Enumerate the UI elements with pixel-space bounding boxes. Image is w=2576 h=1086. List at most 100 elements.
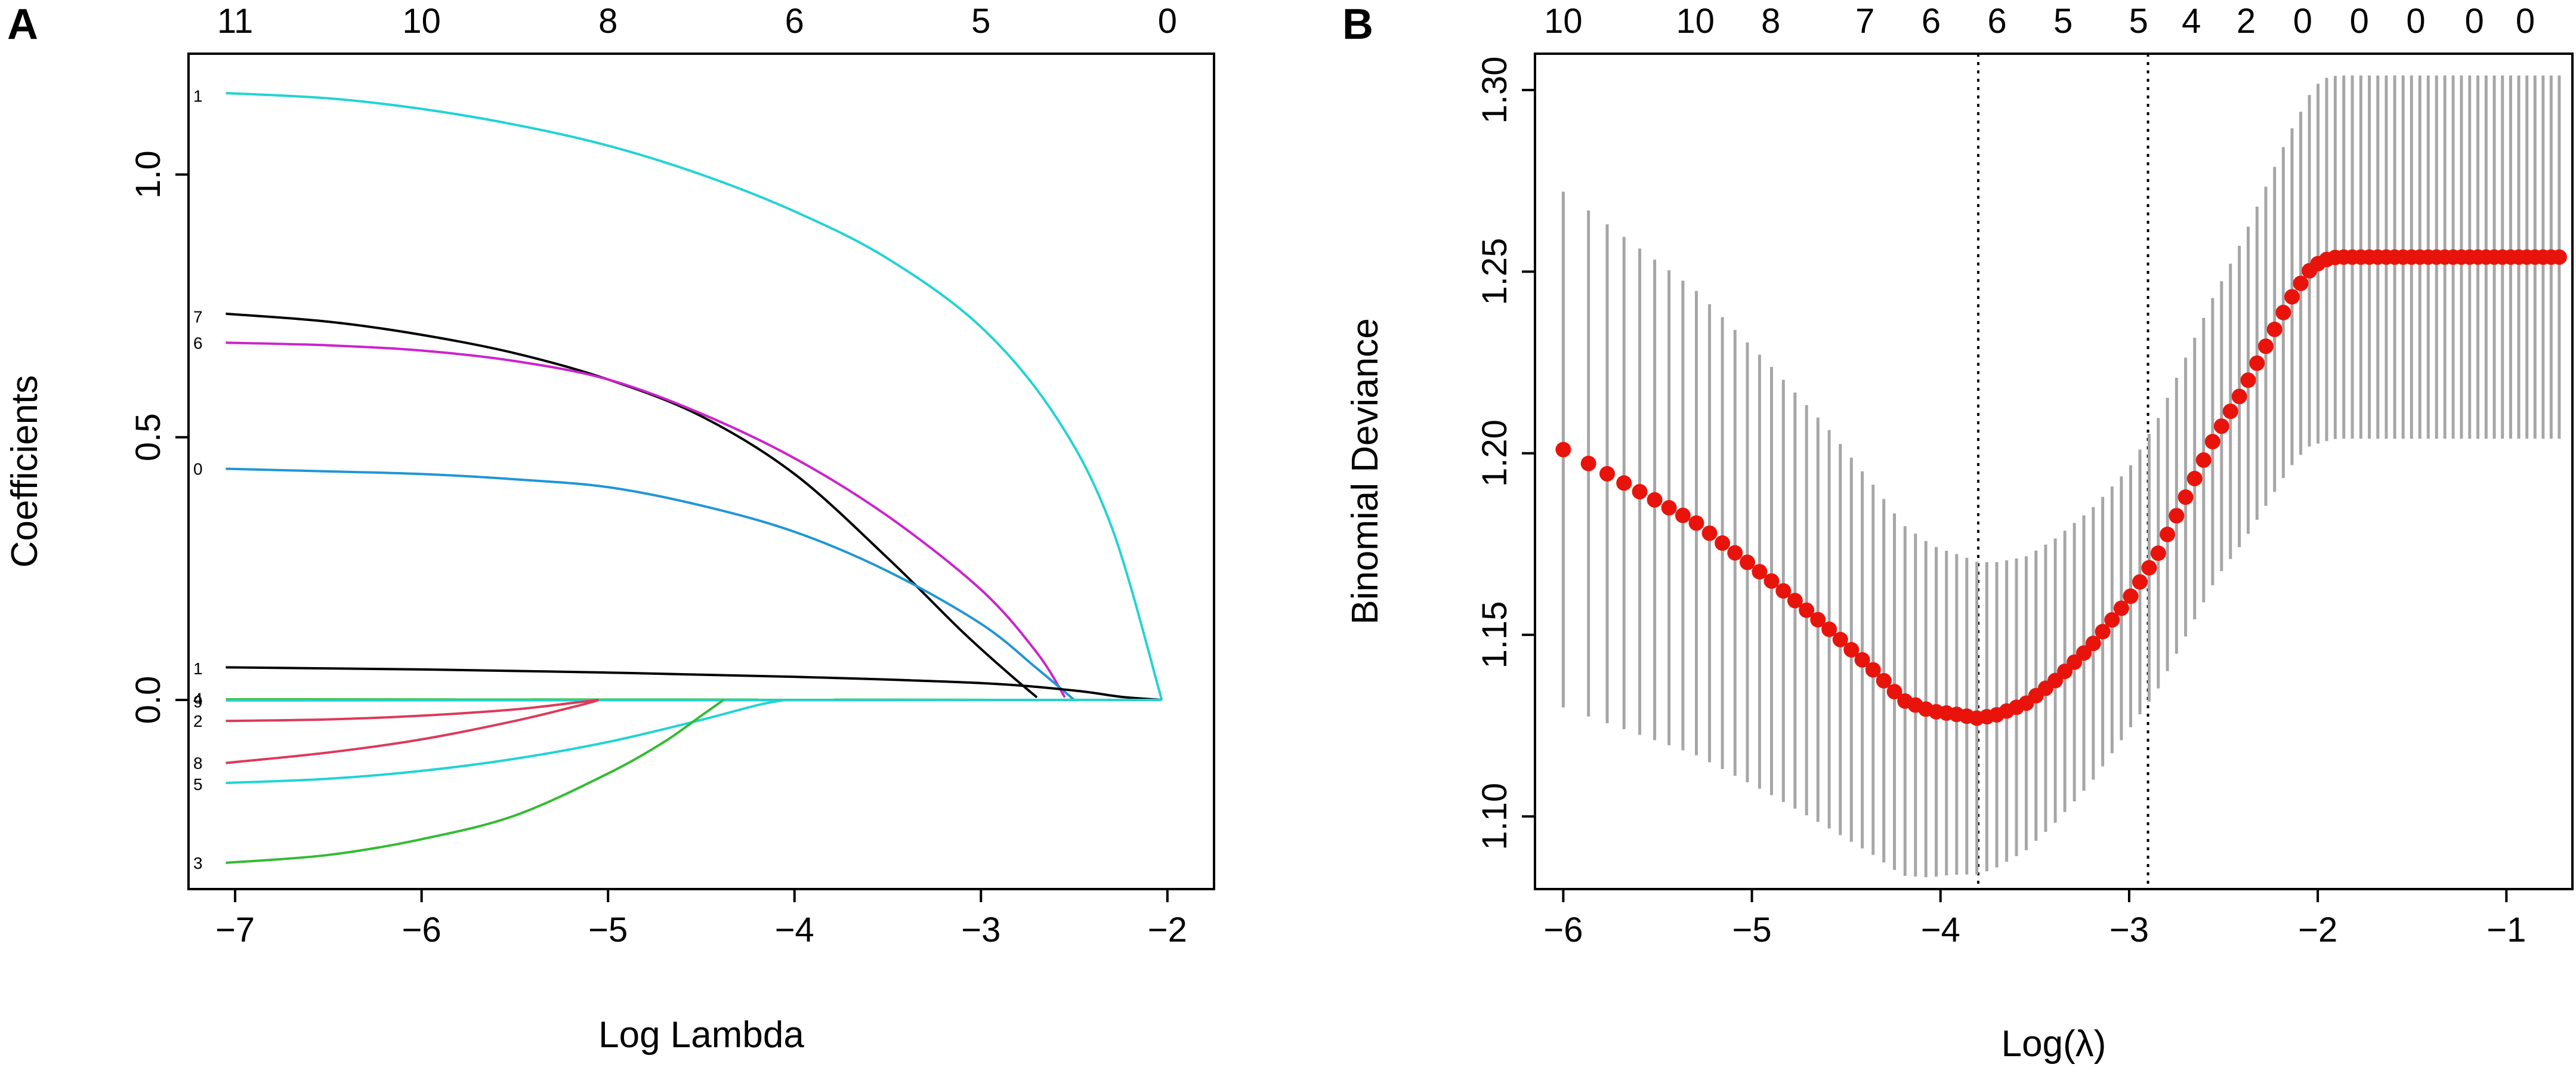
deviance-point bbox=[2141, 560, 2157, 576]
panel-b-label: B bbox=[1342, 1, 1373, 48]
deviance-point bbox=[1799, 602, 1815, 618]
deviance-point bbox=[2186, 470, 2203, 486]
deviance-point bbox=[2177, 489, 2194, 505]
top-axis-count-label: 0 bbox=[1158, 2, 1177, 41]
binomial-deviance-chart: −6 −5 −4 −3 −2 −1 1.10 1.15 1.20 1.25 1.30 10 10 8 7 6 6… bbox=[1345, 2, 2574, 1065]
deviance-point bbox=[1886, 684, 1902, 700]
y-tick-label: 1.15 bbox=[1475, 601, 1514, 668]
x-tick-label: −3 bbox=[2109, 911, 2149, 949]
x-axis-title: Log Lambda bbox=[598, 1014, 804, 1056]
x-tick-label: −4 bbox=[1921, 911, 1960, 949]
top-axis-count-label: 2 bbox=[2237, 2, 2256, 41]
deviance-point bbox=[1632, 483, 1648, 499]
deviance-point bbox=[1616, 475, 1632, 491]
deviance-point bbox=[1599, 465, 1616, 482]
top-axis-count-label: 0 bbox=[2293, 2, 2312, 41]
path-end-label: 4 bbox=[193, 689, 203, 708]
path-end-label: 8 bbox=[193, 754, 203, 773]
x-tick-label: −6 bbox=[402, 911, 441, 949]
top-axis-count-label: 11 bbox=[217, 2, 253, 41]
coefficient-path-line bbox=[226, 699, 1162, 702]
deviance-point bbox=[2240, 372, 2256, 388]
deviance-point bbox=[1787, 593, 1803, 609]
deviance-point bbox=[1832, 631, 1848, 647]
deviance-point bbox=[2275, 304, 2291, 320]
plot-frame bbox=[1534, 53, 2574, 890]
deviance-point bbox=[1763, 573, 1780, 589]
y-axis-title: Coefficients bbox=[4, 375, 45, 568]
deviance-point bbox=[2160, 526, 2176, 542]
deviance-point bbox=[1715, 535, 1731, 551]
deviance-point bbox=[1555, 442, 1571, 458]
top-axis-count-label: 8 bbox=[598, 2, 617, 41]
y-tick-label: 1.25 bbox=[1475, 238, 1514, 306]
top-axis-count-label: 10 bbox=[402, 2, 441, 41]
top-axis-count-label: 5 bbox=[2129, 2, 2148, 41]
deviance-point bbox=[2113, 600, 2129, 616]
deviance-point bbox=[2123, 588, 2139, 604]
deviance-point bbox=[1876, 672, 1892, 689]
y-tick-label: 0.0 bbox=[129, 676, 168, 724]
deviance-point bbox=[2222, 403, 2238, 419]
top-axis-count-label: 7 bbox=[1855, 2, 1874, 41]
top-axis-count-label: 0 bbox=[2516, 2, 2535, 41]
top-axis-count-label: 4 bbox=[2182, 2, 2201, 41]
deviance-point bbox=[2551, 249, 2567, 265]
deviance-point bbox=[2266, 322, 2282, 338]
top-axis-count-label: 5 bbox=[971, 2, 990, 41]
deviance-point bbox=[1854, 652, 1870, 668]
path-end-label: 0 bbox=[193, 460, 203, 479]
top-axis-count-label: 10 bbox=[1544, 2, 1583, 41]
x-tick-label: −5 bbox=[1732, 911, 1772, 949]
path-end-label: 2 bbox=[193, 712, 203, 730]
x-tick-label: −7 bbox=[215, 911, 255, 949]
coefficient-path-line bbox=[226, 312, 1038, 699]
coefficient-path-line bbox=[226, 699, 786, 785]
y-axis-title: Binomial Deviance bbox=[1345, 318, 1386, 624]
deviance-point bbox=[2095, 624, 2111, 640]
top-axis-count-label: 10 bbox=[1676, 2, 1715, 41]
y-tick-label: 0.5 bbox=[129, 413, 168, 461]
path-end-label: 1 bbox=[193, 659, 203, 678]
top-axis-count-label: 8 bbox=[1761, 2, 1780, 41]
x-axis-title: Log(λ) bbox=[2002, 1023, 2106, 1065]
y-tick-label: 1.0 bbox=[129, 150, 168, 199]
x-tick-label: −2 bbox=[1148, 911, 1187, 949]
deviance-point bbox=[1752, 564, 1768, 580]
coefficient-path-line bbox=[226, 92, 1163, 701]
panel-a-label: A bbox=[7, 1, 38, 48]
x-tick-label: −4 bbox=[775, 911, 814, 949]
deviance-point bbox=[1647, 492, 1663, 508]
deviance-point bbox=[1775, 583, 1792, 599]
deviance-point bbox=[1810, 612, 1826, 628]
deviance-point bbox=[2258, 338, 2274, 354]
deviance-point bbox=[2284, 289, 2300, 305]
deviance-point bbox=[2085, 635, 2101, 652]
path-end-label: 5 bbox=[193, 775, 203, 794]
deviance-point bbox=[2047, 672, 2064, 689]
x-tick-label: −3 bbox=[961, 911, 1000, 949]
deviance-point bbox=[2249, 355, 2265, 371]
path-end-label: 3 bbox=[193, 854, 203, 872]
deviance-point bbox=[2204, 434, 2220, 450]
coefficient-path-line bbox=[226, 467, 1075, 701]
top-axis-count-label: 0 bbox=[2406, 2, 2425, 41]
coefficient-path-line bbox=[226, 341, 1066, 698]
deviance-point bbox=[1740, 554, 1756, 570]
deviance-point bbox=[2104, 612, 2120, 628]
x-tick-label: −5 bbox=[588, 911, 628, 949]
top-axis-count-label: 5 bbox=[2053, 2, 2072, 41]
top-axis-count-label: 6 bbox=[1988, 2, 2007, 41]
deviance-point bbox=[1688, 515, 1704, 531]
top-axis-count-label: 0 bbox=[2464, 2, 2484, 41]
x-tick-label: −6 bbox=[1543, 911, 1583, 949]
coefficient-path-line bbox=[226, 699, 600, 764]
top-axis-count-label: 6 bbox=[785, 2, 804, 41]
deviance-point bbox=[1580, 455, 1596, 471]
deviance-point bbox=[2150, 545, 2166, 561]
path-end-label: 9 bbox=[193, 693, 203, 711]
deviance-point bbox=[2195, 452, 2211, 468]
deviance-point bbox=[2132, 574, 2148, 590]
deviance-point bbox=[2293, 275, 2309, 291]
